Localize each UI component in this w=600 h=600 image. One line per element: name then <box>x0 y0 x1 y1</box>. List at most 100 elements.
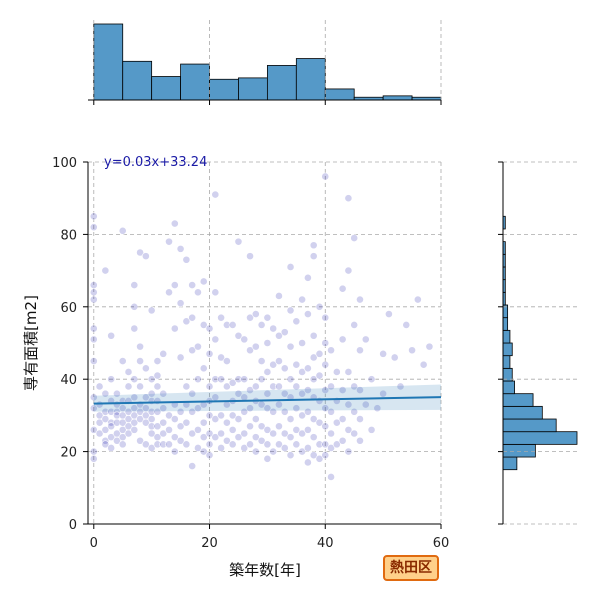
scatter-point <box>159 418 168 427</box>
scatter-point <box>124 382 133 391</box>
y-hist-bar <box>502 456 518 471</box>
scatter-point <box>234 237 243 246</box>
scatter-point <box>153 357 162 365</box>
scatter-point <box>240 407 249 416</box>
scatter-point <box>356 346 364 355</box>
scatter-point <box>257 375 266 384</box>
scatter-point <box>176 299 185 308</box>
axes: 0 20 40 60 0 20 40 60 80 100 <box>52 156 449 551</box>
scatter-point <box>327 444 335 452</box>
scatter-point <box>188 313 197 322</box>
scatter-point <box>263 404 272 413</box>
scatter-point <box>286 342 295 351</box>
scatter-point <box>402 320 411 329</box>
scatter-point <box>344 368 353 376</box>
scatter-point <box>118 226 127 235</box>
scatter-point <box>147 375 156 384</box>
y-hist-bar <box>502 355 511 369</box>
y-hist-bar <box>502 443 536 458</box>
scatter-point <box>141 393 150 402</box>
scatter-point <box>194 288 202 297</box>
scatter-point <box>95 418 104 427</box>
scatter-point <box>234 331 243 340</box>
scatter-point <box>182 382 191 391</box>
scatter-point <box>280 444 289 452</box>
scatter-point <box>222 357 231 365</box>
scatter-point <box>136 342 144 351</box>
scatter-point <box>321 339 330 347</box>
scatter-point <box>356 436 364 445</box>
scatter-point <box>246 422 254 431</box>
scatter-point <box>269 324 278 333</box>
scatter-point <box>136 436 144 445</box>
scatter-point <box>269 447 278 456</box>
scatter-point <box>315 418 324 427</box>
scatter-point <box>275 382 283 391</box>
y-hist-bar <box>502 342 513 357</box>
scatter-point <box>246 440 254 449</box>
scatter-point <box>89 447 98 456</box>
scatter-point <box>89 335 98 344</box>
scatter-point <box>159 349 168 358</box>
scatter-point <box>292 404 301 413</box>
x-hist-bar <box>93 23 124 101</box>
scatter-point <box>269 407 278 416</box>
scatter-point <box>350 382 359 391</box>
scatter-point <box>269 360 278 369</box>
scatter-point <box>292 425 301 434</box>
scatter-point <box>344 400 353 409</box>
scatter-points <box>89 172 434 481</box>
fit-line <box>93 396 442 405</box>
scatter-point <box>275 422 283 431</box>
scatter-point <box>263 368 272 376</box>
scatter-point <box>356 386 364 394</box>
scatter-point <box>251 310 260 318</box>
scatter-point <box>101 389 110 398</box>
scatter-point <box>286 375 295 384</box>
scatter-point <box>176 407 185 416</box>
scatter-point <box>217 313 225 322</box>
scatter-point <box>95 382 104 391</box>
scatter-point <box>251 342 260 351</box>
scatter-point <box>141 364 150 373</box>
scatter-point <box>309 331 318 340</box>
scatter-point <box>165 425 173 434</box>
scatter-point <box>263 313 272 322</box>
x-tick-label: 20 <box>201 536 218 551</box>
scatter-point <box>344 194 353 203</box>
scatter-point <box>327 429 335 438</box>
x-tick-label: 40 <box>317 536 334 551</box>
scatter-point <box>367 425 376 434</box>
scatter-point <box>89 404 98 413</box>
y-tick-label: 100 <box>52 156 77 171</box>
scatter-point <box>344 447 353 456</box>
scatter-point <box>269 429 278 438</box>
scatter-point <box>309 451 318 460</box>
scatter-point <box>165 411 173 420</box>
scatter-point <box>275 440 283 449</box>
scatter-point <box>199 418 208 427</box>
scatter-point <box>89 295 98 304</box>
scatter-point <box>205 440 214 449</box>
scatter-point <box>113 389 121 398</box>
scatter-point <box>89 324 98 333</box>
scatter-point <box>263 425 272 434</box>
scatter-point <box>107 433 116 442</box>
scatter-point <box>176 353 185 362</box>
scatter-point <box>194 444 202 452</box>
district-badge: 熱田区 <box>383 555 439 581</box>
scatter-point <box>205 349 214 358</box>
scatter-point <box>286 306 295 315</box>
scatter-point <box>217 353 225 362</box>
right-histogram <box>498 161 578 525</box>
scatter-point <box>101 415 110 423</box>
scatter-point <box>141 418 150 427</box>
scatter-point <box>188 462 197 470</box>
scatter-point <box>263 339 272 347</box>
scatter-point <box>246 346 254 355</box>
scatter-point <box>182 418 191 427</box>
scatter-point <box>263 440 272 449</box>
scatter-point <box>199 277 208 286</box>
scatter-point <box>309 252 318 261</box>
scatter-point <box>170 281 179 289</box>
